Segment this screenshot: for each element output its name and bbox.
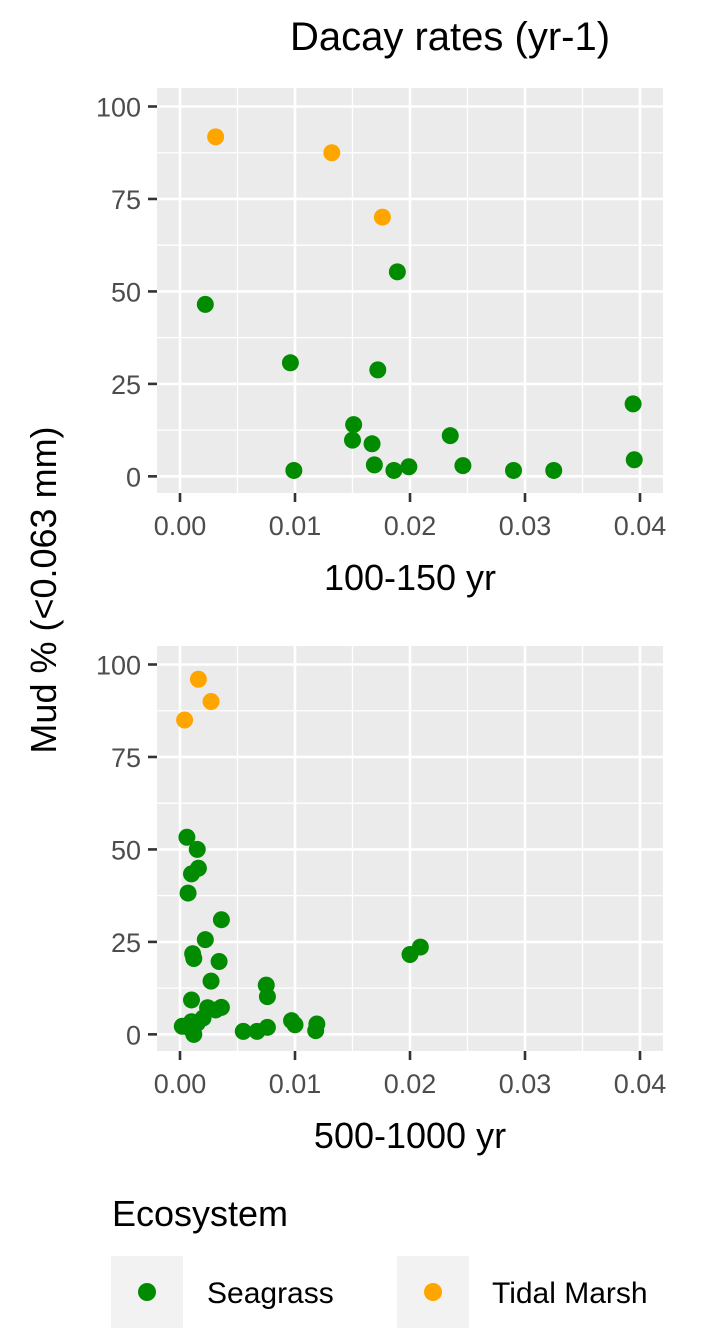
bottom-panel-ticks: 0.00 0.01 0.02 0.03 0.04 0 25 50 75 100 bbox=[96, 650, 666, 1099]
legend-title: Ecosystem bbox=[112, 1193, 288, 1234]
point-seagrass bbox=[212, 911, 230, 929]
point-seagrass bbox=[505, 461, 522, 479]
point-seagrass bbox=[210, 952, 228, 970]
point-seagrass bbox=[188, 840, 206, 858]
point-seagrass bbox=[178, 828, 196, 846]
point-seagrass bbox=[411, 938, 429, 956]
point-tidal-marsh bbox=[176, 711, 194, 729]
legend-item-seagrass: Seagrass bbox=[111, 1256, 334, 1328]
y-tick-label: 100 bbox=[96, 92, 141, 122]
point-seagrass bbox=[183, 865, 200, 883]
point-seagrass bbox=[345, 416, 363, 434]
point-seagrass bbox=[258, 988, 276, 1006]
point-seagrass bbox=[185, 950, 203, 968]
legend-dot-tidal-marsh bbox=[424, 1283, 442, 1301]
point-seagrass bbox=[286, 1016, 304, 1034]
x-tick-label: 0.01 bbox=[269, 1069, 322, 1099]
bottom-panel-x-axis-label: 500-1000 yr bbox=[314, 1115, 506, 1156]
x-tick-label: 0.03 bbox=[499, 1069, 552, 1099]
y-tick-label: 100 bbox=[96, 650, 141, 680]
point-tidal-marsh bbox=[373, 208, 391, 226]
point-seagrass bbox=[207, 1001, 225, 1019]
top-panel-points bbox=[196, 128, 643, 479]
y-tick-label: 75 bbox=[111, 743, 141, 773]
point-seagrass bbox=[307, 1022, 325, 1040]
point-seagrass bbox=[285, 461, 303, 479]
point-seagrass bbox=[196, 931, 214, 949]
point-seagrass bbox=[388, 263, 406, 281]
point-seagrass bbox=[365, 456, 383, 474]
point-seagrass bbox=[385, 461, 403, 479]
x-tick-label: 0.00 bbox=[154, 1069, 207, 1099]
x-tick-label: 0.03 bbox=[499, 511, 552, 541]
top-panel-x-axis-label: 100-150 yr bbox=[324, 557, 496, 598]
top-panel-grid bbox=[157, 88, 663, 493]
top-panel: 0.00 0.01 0.02 0.03 0.04 0 25 50 75 100 100-150 y… bbox=[96, 88, 666, 598]
legend-label-seagrass: Seagrass bbox=[207, 1277, 334, 1310]
point-seagrass bbox=[441, 427, 459, 445]
y-tick-label: 0 bbox=[126, 1020, 141, 1050]
x-tick-label: 0.04 bbox=[614, 1069, 667, 1099]
bottom-panel: 0.00 0.01 0.02 0.03 0.04 0 25 50 75 100 500-1000 … bbox=[96, 646, 666, 1156]
point-tidal-marsh bbox=[207, 128, 225, 146]
x-tick-label: 0.02 bbox=[384, 511, 437, 541]
point-tidal-marsh bbox=[323, 144, 341, 162]
point-seagrass bbox=[183, 991, 200, 1009]
point-seagrass bbox=[281, 354, 299, 372]
point-tidal-marsh bbox=[189, 670, 207, 688]
legend: Ecosystem Seagrass Tidal Marsh bbox=[111, 1193, 648, 1328]
point-seagrass bbox=[234, 1022, 252, 1040]
y-axis-label: Mud % (<0.063 mm) bbox=[23, 426, 64, 753]
point-seagrass bbox=[625, 451, 643, 469]
point-seagrass bbox=[545, 461, 563, 479]
y-tick-label: 25 bbox=[111, 928, 141, 958]
point-seagrass bbox=[624, 395, 642, 413]
legend-dot-seagrass bbox=[138, 1283, 156, 1301]
y-tick-label: 0 bbox=[126, 462, 141, 492]
y-tick-label: 25 bbox=[111, 370, 141, 400]
y-tick-label: 50 bbox=[111, 835, 141, 865]
point-seagrass bbox=[400, 458, 418, 476]
point-tidal-marsh bbox=[202, 692, 220, 710]
top-panel-ticks: 0.00 0.01 0.02 0.03 0.04 0 25 50 75 100 bbox=[96, 92, 666, 541]
bottom-panel-grid bbox=[157, 646, 663, 1051]
y-tick-label: 50 bbox=[111, 277, 141, 307]
y-tick-label: 75 bbox=[111, 185, 141, 215]
point-seagrass bbox=[369, 361, 387, 379]
x-tick-label: 0.02 bbox=[384, 1069, 437, 1099]
x-tick-label: 0.04 bbox=[614, 511, 667, 541]
bottom-panel-points bbox=[173, 670, 429, 1043]
point-seagrass bbox=[363, 435, 381, 453]
point-seagrass bbox=[196, 295, 214, 313]
x-tick-label: 0.01 bbox=[269, 511, 322, 541]
legend-item-tidal-marsh: Tidal Marsh bbox=[397, 1256, 648, 1328]
point-seagrass bbox=[179, 884, 197, 902]
point-seagrass bbox=[185, 1025, 203, 1043]
x-tick-label: 0.00 bbox=[154, 511, 207, 541]
point-seagrass bbox=[202, 972, 220, 990]
point-seagrass bbox=[454, 457, 472, 475]
point-seagrass bbox=[344, 431, 361, 449]
figure-title: Dacay rates (yr-1) bbox=[290, 15, 610, 59]
point-seagrass bbox=[258, 1018, 276, 1036]
legend-label-tidal-marsh: Tidal Marsh bbox=[492, 1277, 648, 1310]
